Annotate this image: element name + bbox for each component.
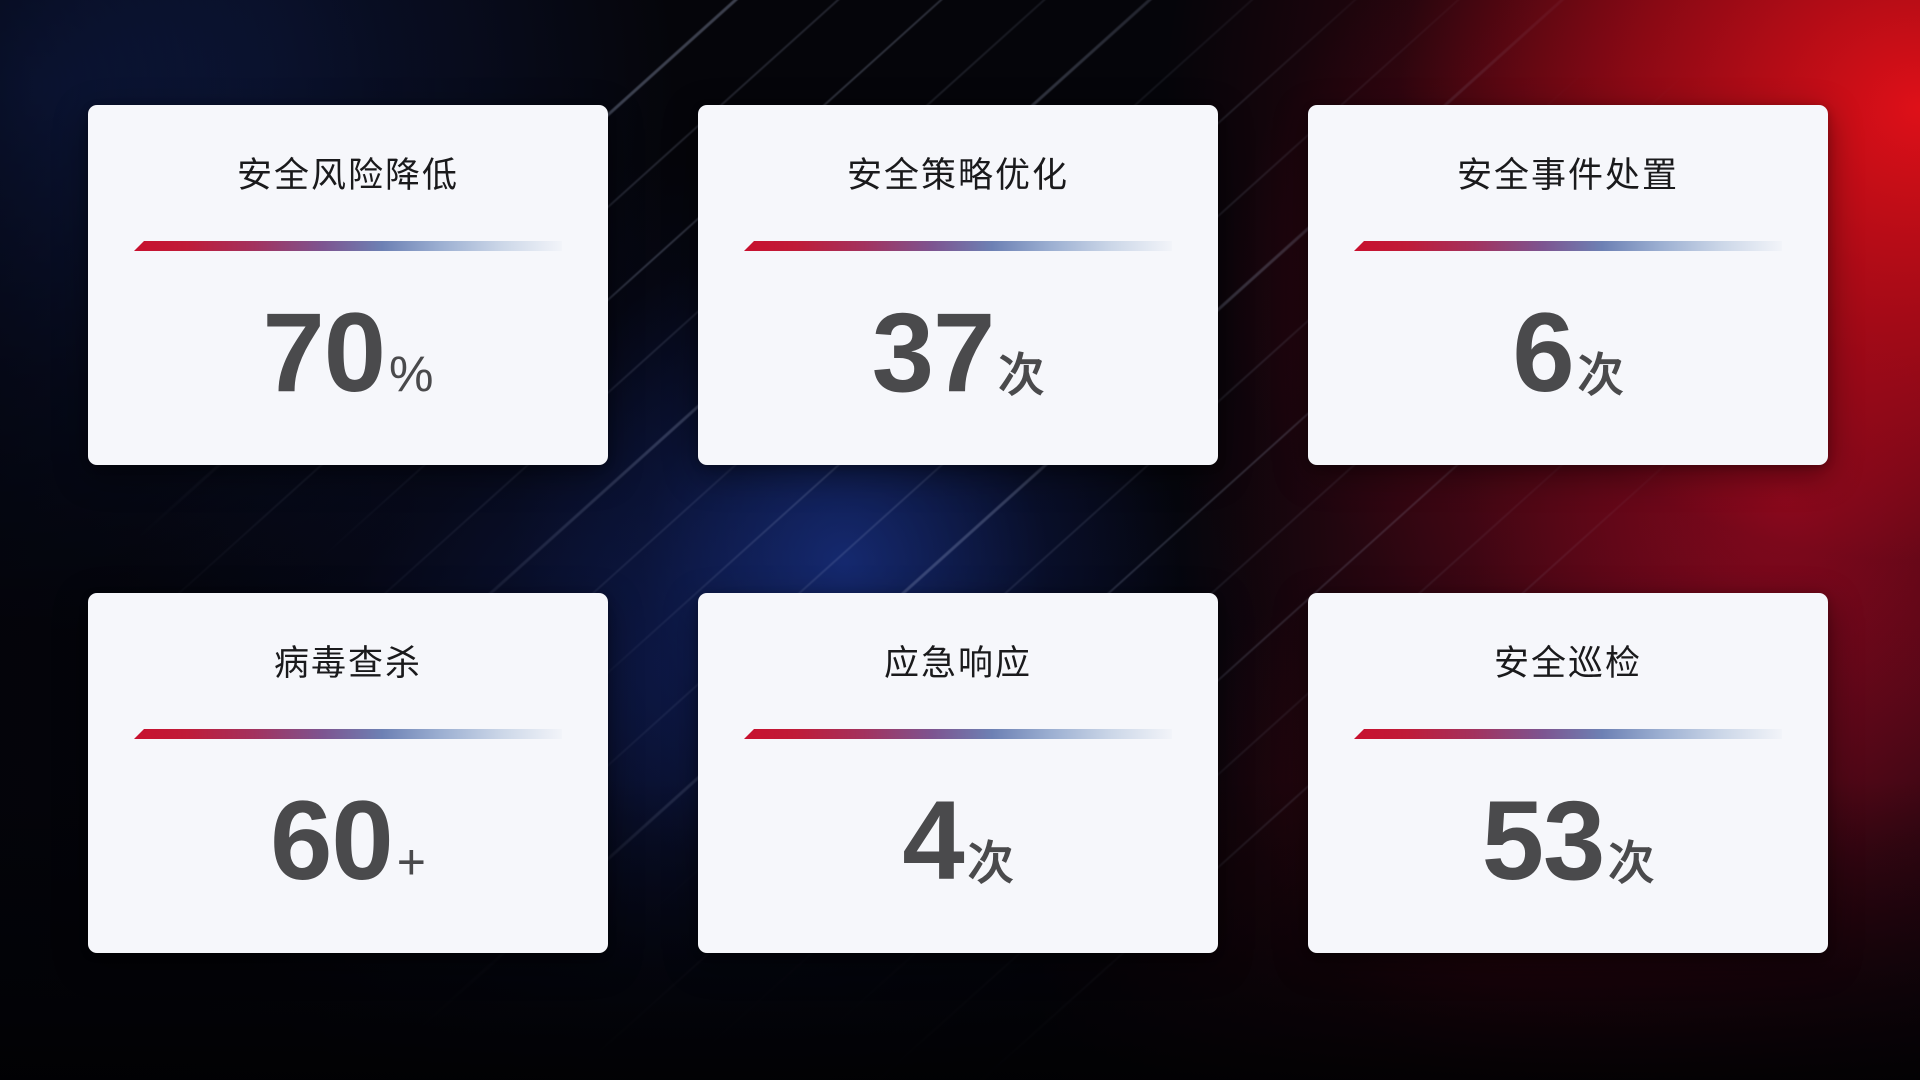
stat-card-divider	[744, 729, 1172, 739]
stat-value-unit: 次	[967, 837, 1014, 889]
gradient-rule	[134, 241, 562, 251]
stat-card[interactable]: 安全巡检 53 次	[1308, 593, 1828, 953]
stat-card[interactable]: 病毒查杀 60 +	[88, 593, 608, 953]
stat-card[interactable]: 应急响应 4 次	[698, 593, 1218, 953]
gradient-rule	[1354, 729, 1782, 739]
stat-value-number: 53	[1481, 778, 1606, 903]
gradient-rule	[744, 729, 1172, 739]
stat-value-number: 4	[902, 778, 964, 903]
stat-card-divider	[744, 241, 1172, 251]
stat-value-unit: +	[396, 834, 426, 890]
stat-value-number: 60	[270, 778, 394, 903]
stat-card-value: 37 次	[744, 297, 1172, 409]
stat-card-value: 53 次	[1354, 785, 1782, 897]
stat-card-divider	[1354, 241, 1782, 251]
gradient-rule	[1354, 241, 1782, 251]
stat-value-unit: %	[389, 346, 434, 402]
stat-card-divider	[1354, 729, 1782, 739]
stat-card-value: 70%	[134, 297, 562, 409]
stat-value-unit: 次	[998, 349, 1045, 401]
stat-card-value: 60 +	[134, 785, 562, 897]
stat-card-divider	[134, 729, 562, 739]
stat-value-unit: 次	[1577, 349, 1624, 401]
stat-value-number: 6	[1512, 290, 1574, 415]
stat-card-title: 安全风险降低	[236, 156, 459, 195]
stat-card-divider	[134, 241, 562, 251]
gradient-rule	[134, 729, 562, 739]
stat-card-title: 应急响应	[883, 644, 1032, 683]
stat-card-title: 安全巡检	[1493, 644, 1642, 683]
stat-card[interactable]: 安全事件处置 6 次	[1308, 105, 1828, 465]
stats-card-grid: 安全风险降低 70% 安全策略优化 37 次安全事件处置 6 次病毒查杀 60 + 应急响应 4 次安…	[88, 105, 1834, 953]
stat-card-title: 安全事件处置	[1456, 156, 1679, 195]
stat-card-title: 病毒查杀	[273, 644, 422, 683]
stat-value-number: 37	[871, 290, 996, 415]
stat-card[interactable]: 安全风险降低 70%	[88, 105, 608, 465]
stat-value-number: 70	[262, 290, 386, 415]
stat-card[interactable]: 安全策略优化 37 次	[698, 105, 1218, 465]
gradient-rule	[744, 241, 1172, 251]
stat-card-title: 安全策略优化	[846, 156, 1069, 195]
stat-value-unit: 次	[1608, 837, 1655, 889]
